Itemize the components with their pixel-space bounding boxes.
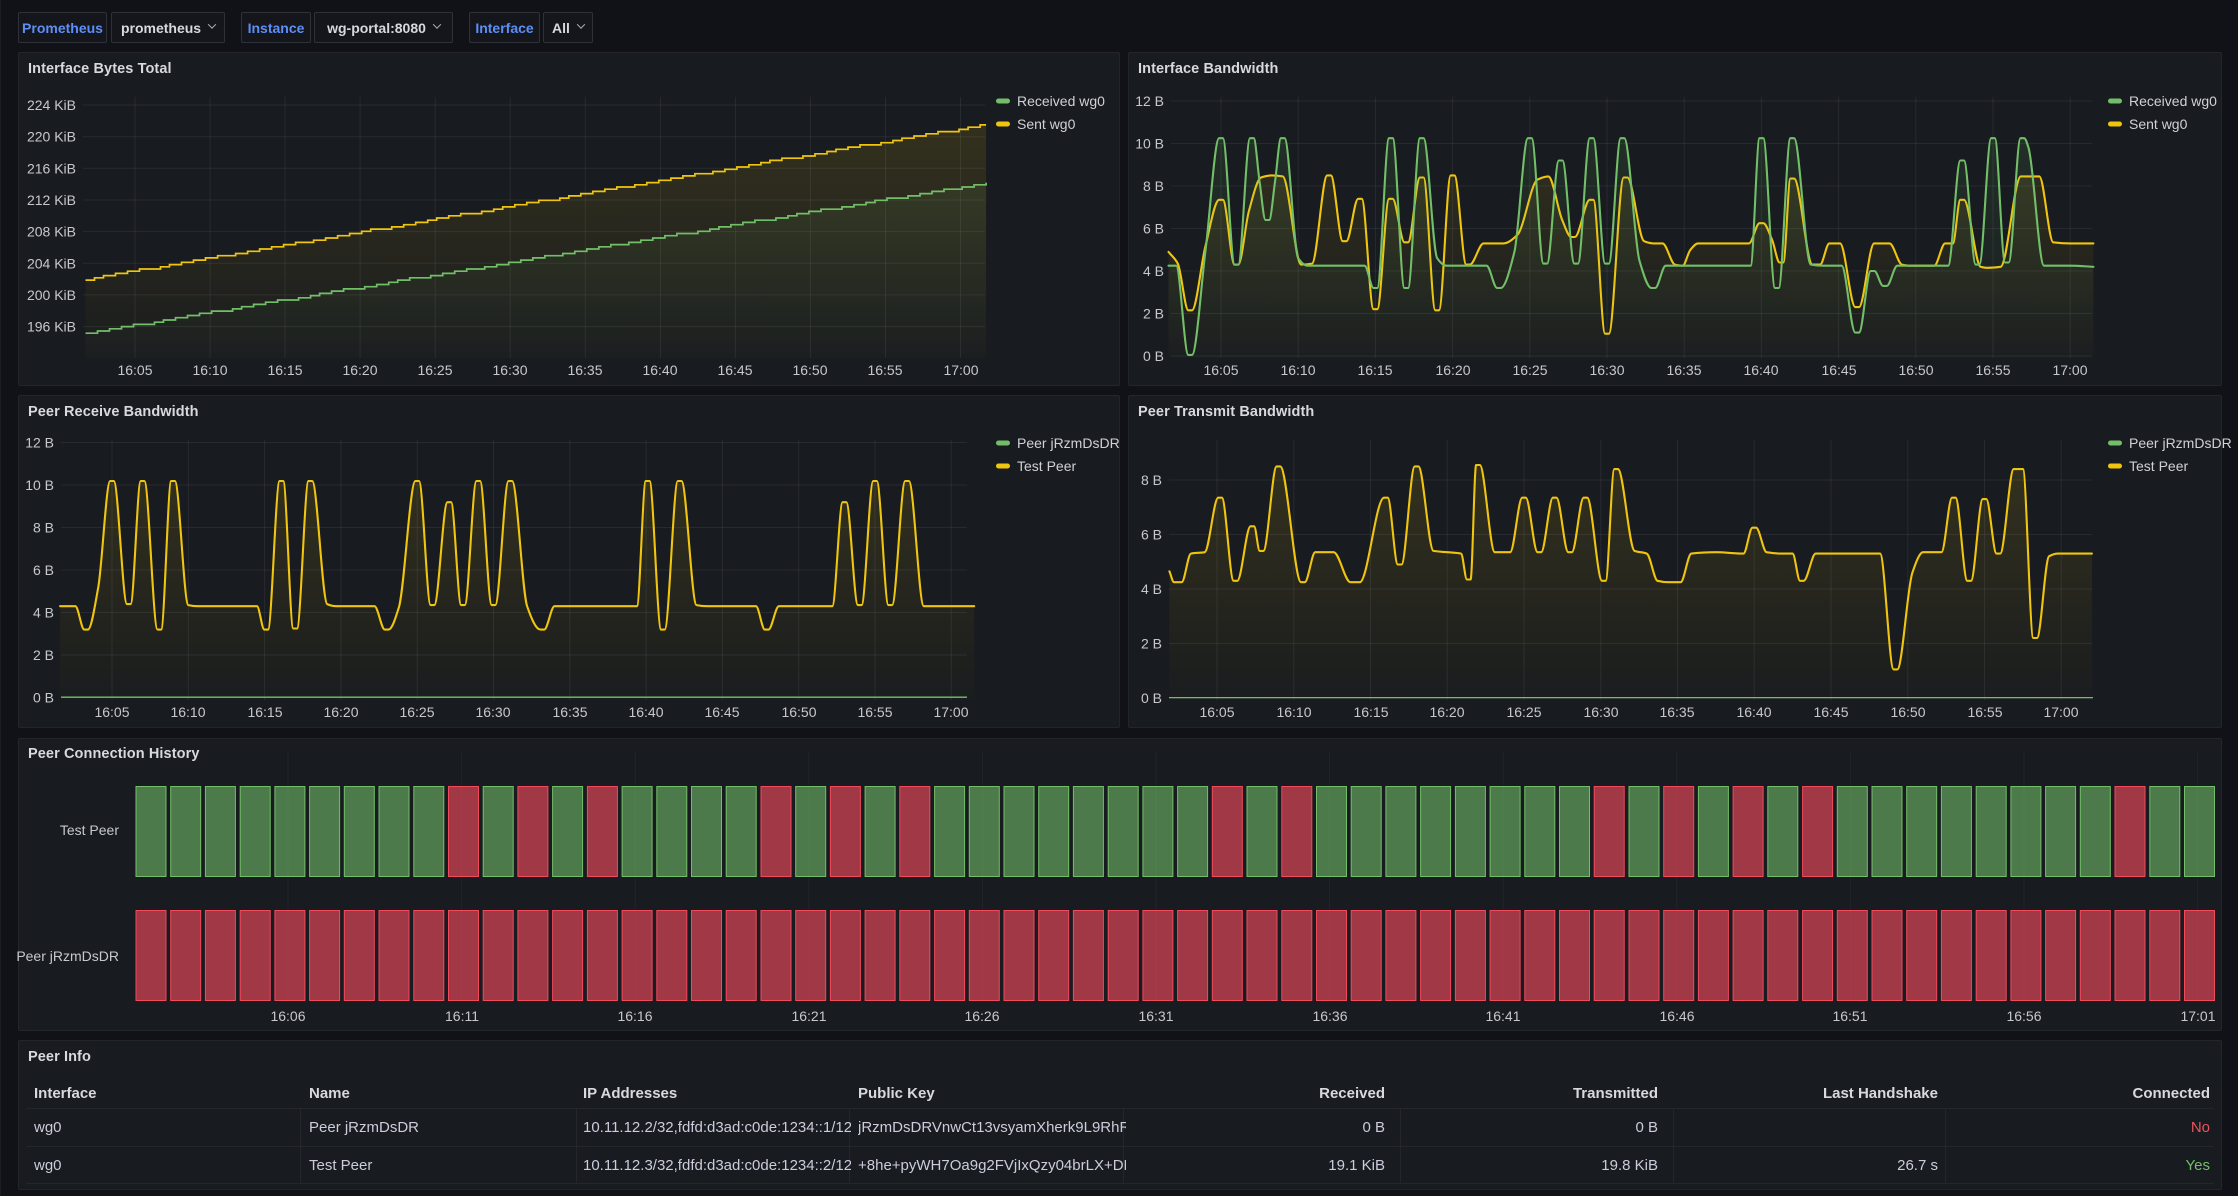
- svg-text:16:10: 16:10: [170, 704, 205, 720]
- svg-text:200 KiB: 200 KiB: [27, 287, 76, 303]
- svg-text:16:15: 16:15: [247, 704, 282, 720]
- svg-text:2 B: 2 B: [33, 647, 54, 663]
- svg-text:16:25: 16:25: [417, 362, 452, 378]
- svg-text:16:25: 16:25: [399, 704, 434, 720]
- svg-text:16:20: 16:20: [342, 362, 377, 378]
- svg-text:10 B: 10 B: [1135, 136, 1164, 152]
- svg-text:6 B: 6 B: [33, 562, 54, 578]
- svg-text:16:35: 16:35: [1666, 362, 1701, 378]
- svg-text:Test Peer: Test Peer: [1017, 458, 1076, 474]
- svg-text:16:20: 16:20: [323, 704, 358, 720]
- svg-text:16:10: 16:10: [192, 362, 227, 378]
- svg-text:17:00: 17:00: [933, 704, 968, 720]
- svg-text:6 B: 6 B: [1143, 221, 1164, 237]
- svg-text:16:20: 16:20: [1429, 704, 1464, 720]
- svg-text:6 B: 6 B: [1141, 527, 1162, 543]
- svg-text:224 KiB: 224 KiB: [27, 97, 76, 113]
- svg-text:16:40: 16:40: [1743, 362, 1778, 378]
- svg-text:Test Peer: Test Peer: [2129, 458, 2188, 474]
- svg-text:16:15: 16:15: [267, 362, 302, 378]
- svg-text:2 B: 2 B: [1141, 636, 1162, 652]
- svg-text:16:25: 16:25: [1512, 362, 1547, 378]
- svg-text:8 B: 8 B: [1141, 472, 1162, 488]
- svg-text:16:30: 16:30: [1583, 704, 1618, 720]
- svg-text:Received wg0: Received wg0: [2129, 93, 2217, 109]
- svg-text:16:55: 16:55: [1967, 704, 2002, 720]
- svg-text:220 KiB: 220 KiB: [27, 129, 76, 145]
- svg-text:17:00: 17:00: [2052, 362, 2087, 378]
- svg-text:12 B: 12 B: [25, 435, 54, 451]
- svg-text:204 KiB: 204 KiB: [27, 255, 76, 271]
- svg-text:0 B: 0 B: [1143, 348, 1164, 364]
- svg-text:16:45: 16:45: [704, 704, 739, 720]
- svg-text:12 B: 12 B: [1135, 93, 1164, 109]
- svg-text:16:30: 16:30: [475, 704, 510, 720]
- svg-text:Sent wg0: Sent wg0: [1017, 116, 1076, 132]
- svg-text:16:40: 16:40: [642, 362, 677, 378]
- svg-text:16:21: 16:21: [791, 1008, 826, 1024]
- svg-text:16:56: 16:56: [2006, 1008, 2041, 1024]
- svg-text:8 B: 8 B: [1143, 178, 1164, 194]
- svg-text:0 B: 0 B: [1141, 690, 1162, 706]
- svg-text:16:55: 16:55: [857, 704, 892, 720]
- svg-text:Peer jRzmDsDR: Peer jRzmDsDR: [1017, 435, 1120, 451]
- svg-text:17:01: 17:01: [2180, 1008, 2215, 1024]
- svg-text:16:36: 16:36: [1312, 1008, 1347, 1024]
- svg-text:16:16: 16:16: [617, 1008, 652, 1024]
- svg-text:16:45: 16:45: [1813, 704, 1848, 720]
- svg-text:17:00: 17:00: [943, 362, 978, 378]
- svg-text:208 KiB: 208 KiB: [27, 224, 76, 240]
- svg-text:16:25: 16:25: [1506, 704, 1541, 720]
- svg-text:16:30: 16:30: [1589, 362, 1624, 378]
- svg-text:16:50: 16:50: [792, 362, 827, 378]
- svg-text:16:05: 16:05: [117, 362, 152, 378]
- svg-text:16:11: 16:11: [445, 1008, 479, 1024]
- svg-text:216 KiB: 216 KiB: [27, 160, 76, 176]
- svg-text:16:55: 16:55: [867, 362, 902, 378]
- svg-text:16:45: 16:45: [717, 362, 752, 378]
- svg-text:4 B: 4 B: [1143, 263, 1164, 279]
- svg-text:16:46: 16:46: [1659, 1008, 1694, 1024]
- svg-text:10 B: 10 B: [25, 477, 54, 493]
- svg-text:16:05: 16:05: [94, 704, 129, 720]
- svg-text:16:51: 16:51: [1832, 1008, 1867, 1024]
- svg-text:16:35: 16:35: [1659, 704, 1694, 720]
- svg-text:16:15: 16:15: [1353, 704, 1388, 720]
- svg-text:16:40: 16:40: [628, 704, 663, 720]
- svg-text:16:35: 16:35: [567, 362, 602, 378]
- svg-text:16:45: 16:45: [1821, 362, 1856, 378]
- svg-text:196 KiB: 196 KiB: [27, 319, 76, 335]
- svg-text:Peer jRzmDsDR: Peer jRzmDsDR: [2129, 435, 2232, 451]
- svg-text:Peer jRzmDsDR: Peer jRzmDsDR: [16, 948, 119, 964]
- svg-text:4 B: 4 B: [1141, 581, 1162, 597]
- svg-text:0 B: 0 B: [33, 690, 54, 706]
- svg-text:2 B: 2 B: [1143, 306, 1164, 322]
- svg-text:16:10: 16:10: [1280, 362, 1315, 378]
- svg-text:Received wg0: Received wg0: [1017, 93, 1105, 109]
- svg-text:16:10: 16:10: [1276, 704, 1311, 720]
- svg-text:16:05: 16:05: [1203, 362, 1238, 378]
- svg-text:16:15: 16:15: [1357, 362, 1392, 378]
- svg-text:16:50: 16:50: [1890, 704, 1925, 720]
- svg-text:16:35: 16:35: [552, 704, 587, 720]
- svg-text:16:41: 16:41: [1485, 1008, 1520, 1024]
- svg-text:16:55: 16:55: [1975, 362, 2010, 378]
- svg-text:4 B: 4 B: [33, 605, 54, 621]
- svg-text:16:05: 16:05: [1199, 704, 1234, 720]
- svg-text:16:26: 16:26: [964, 1008, 999, 1024]
- svg-text:16:20: 16:20: [1435, 362, 1470, 378]
- svg-text:16:06: 16:06: [270, 1008, 305, 1024]
- svg-text:8 B: 8 B: [33, 520, 54, 536]
- svg-text:16:50: 16:50: [1898, 362, 1933, 378]
- svg-text:16:50: 16:50: [781, 704, 816, 720]
- svg-text:17:00: 17:00: [2043, 704, 2078, 720]
- svg-text:Test Peer: Test Peer: [60, 822, 119, 838]
- svg-text:16:30: 16:30: [492, 362, 527, 378]
- svg-text:Sent wg0: Sent wg0: [2129, 116, 2188, 132]
- svg-text:16:40: 16:40: [1736, 704, 1771, 720]
- svg-text:16:31: 16:31: [1138, 1008, 1173, 1024]
- svg-text:212 KiB: 212 KiB: [27, 192, 76, 208]
